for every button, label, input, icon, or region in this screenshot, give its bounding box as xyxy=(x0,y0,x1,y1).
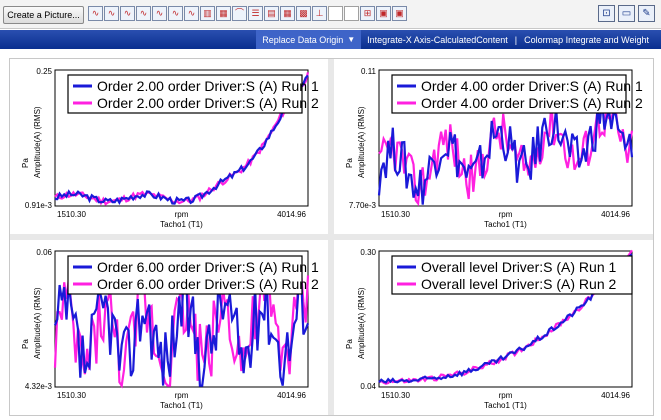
y-axis-min-label: 0.91e-3 xyxy=(25,201,53,210)
y-axis-unit-label: Pa xyxy=(21,339,30,349)
y-axis-min-label: 0.04 xyxy=(360,382,376,391)
edit-icon[interactable]: ✎ xyxy=(638,5,655,22)
y-axis-min-label: 7.70e-3 xyxy=(349,201,377,210)
blank-icon[interactable] xyxy=(344,6,359,21)
y-axis-unit-label: Pa xyxy=(345,339,354,349)
chart-icon[interactable]: ∿ xyxy=(136,6,151,21)
plot-frame xyxy=(54,69,309,207)
legend-entry-run-1: Order 2.00 order Driver:S (A) Run 1 xyxy=(97,78,319,94)
chart-svg: 0.30 0.04 Pa Amplitude(A) (RMS) 1510.30 4014.… xyxy=(345,248,633,410)
chart-svg: 0.25 0.91e-3 Pa Amplitude(A) (RMS) 1510.30 40… xyxy=(21,67,319,229)
series-line-run-1 xyxy=(377,98,634,205)
panel-icon[interactable]: ⊡ xyxy=(598,5,615,22)
grid-icon[interactable]: ▩ xyxy=(296,6,311,21)
y-axis-max-label: 0.11 xyxy=(361,67,377,76)
tab-separator: | xyxy=(514,34,518,45)
picture-icon[interactable]: ▣ xyxy=(392,6,407,21)
y-axis-max-label: 0.25 xyxy=(36,67,52,76)
y-axis-name-label: Amplitude(A) (RMS) xyxy=(357,106,366,178)
tab-label: Integrate-X Axis-CalculatedContent xyxy=(367,34,508,45)
x-axis-min-label: 1510.30 xyxy=(381,391,410,400)
legend-entry-run-1: Order 6.00 order Driver:S (A) Run 1 xyxy=(97,259,319,275)
chevron-down-icon: ▼ xyxy=(347,35,356,44)
legend-entry-run-1: Order 4.00 order Driver:S (A) Run 1 xyxy=(421,78,643,94)
x-axis-max-label: 4014.96 xyxy=(601,210,630,219)
x-axis-unit-label: rpm xyxy=(499,391,513,400)
legend-box xyxy=(391,74,627,114)
legend-entry-run-2: Order 4.00 order Driver:S (A) Run 2 xyxy=(421,95,643,111)
tab-replace-data-origin[interactable]: Replace Data Origin ▼ xyxy=(256,30,362,49)
picture-icon[interactable]: ▣ xyxy=(376,6,391,21)
tab-colormap-integrate[interactable]: Colormap Integrate and Weight xyxy=(518,30,655,49)
x-axis-max-label: 4014.96 xyxy=(601,391,630,400)
chart-icon[interactable]: ∿ xyxy=(168,6,183,21)
x-axis-min-label: 1510.30 xyxy=(57,391,86,400)
x-axis-unit-label: rpm xyxy=(175,210,189,219)
tab-label: Colormap Integrate and Weight xyxy=(524,34,649,45)
x-axis-name-label: Tacho1 (T1) xyxy=(484,401,527,410)
y-axis-name-label: Amplitude(A) (RMS) xyxy=(33,106,42,178)
table-icon[interactable]: ▦ xyxy=(280,6,295,21)
y-axis-min-label: 4.32e-3 xyxy=(25,382,53,391)
list-icon[interactable]: ☰ xyxy=(248,6,263,21)
legend-entry-run-2: Order 6.00 order Driver:S (A) Run 2 xyxy=(97,276,319,292)
tab-integrate-x-axis[interactable]: Integrate-X Axis-CalculatedContent xyxy=(361,30,514,49)
legend-box xyxy=(67,255,303,295)
plot-frame xyxy=(378,69,633,207)
bar-chart-icon[interactable]: ▥ xyxy=(200,6,215,21)
chart-icon[interactable]: ∿ xyxy=(120,6,135,21)
y-axis-name-label: Amplitude(A) (RMS) xyxy=(33,287,42,359)
x-axis-name-label: Tacho1 (T1) xyxy=(160,401,203,410)
tool-icon-strip: ∿ ∿ ∿ ∿ ∿ ∿ ∿ ▥ ▦ ⌒ ☰ ▤ ▦ ▩ ⊥ ⊞ ▣ ▣ xyxy=(88,6,407,21)
legend-box xyxy=(391,255,633,295)
x-axis-min-label: 1510.30 xyxy=(381,210,410,219)
plot-frame xyxy=(378,250,633,388)
series-line-run-1 xyxy=(54,74,309,206)
chart-panel-order-4[interactable]: 0.11 7.70e-3 Pa Amplitude(A) (RMS) 1510.30 40… xyxy=(334,60,652,234)
y-axis-max-label: 0.06 xyxy=(36,248,52,257)
y-axis-unit-label: Pa xyxy=(21,158,30,168)
chart-panel-order-6[interactable]: 0.06 4.32e-3 Pa Amplitude(A) (RMS) 1510.30 40… xyxy=(10,241,328,415)
y-axis-name-label: Amplitude(A) (RMS) xyxy=(357,287,366,359)
tab-label: Replace Data Origin xyxy=(262,34,344,45)
x-axis-name-label: Tacho1 (T1) xyxy=(160,220,203,229)
horizontal-splitter[interactable] xyxy=(10,234,653,240)
x-axis-min-label: 1510.30 xyxy=(57,210,86,219)
chart-icon[interactable]: ∿ xyxy=(184,6,199,21)
x-axis-max-label: 4014.96 xyxy=(277,210,306,219)
axis-icon[interactable]: ⊥ xyxy=(312,6,327,21)
chart-panel-order-2[interactable]: 0.25 0.91e-3 Pa Amplitude(A) (RMS) 1510.30 40… xyxy=(10,60,328,234)
blank-icon[interactable] xyxy=(328,6,343,21)
curve-icon[interactable]: ⌒ xyxy=(232,6,247,21)
chart-svg: 0.11 7.70e-3 Pa Amplitude(A) (RMS) 1510.30 40… xyxy=(345,67,643,229)
document-icon[interactable]: ▭ xyxy=(618,5,635,22)
chart-svg: 0.06 4.32e-3 Pa Amplitude(A) (RMS) 1510.30 40… xyxy=(21,248,319,410)
tab-list: Replace Data Origin ▼ Integrate-X Axis-C… xyxy=(256,30,655,49)
legend-entry-run-2: Overall level Driver:S (A) Run 2 xyxy=(421,276,616,292)
right-icon-strip: ⊡ ▭ ✎ xyxy=(598,5,655,22)
y-axis-max-label: 0.30 xyxy=(360,248,376,257)
tag-icon[interactable]: ▤ xyxy=(264,6,279,21)
chart-icon[interactable]: ∿ xyxy=(104,6,119,21)
toolbar: Create a Picture... ∿ ∿ ∿ ∿ ∿ ∿ ∿ ▥ ▦ ⌒ ☰ ▤ ▦ ▩ ⊥ ⊞ ▣ ▣ ⊡… xyxy=(0,0,661,29)
create-picture-button[interactable]: Create a Picture... xyxy=(3,6,84,24)
x-axis-unit-label: rpm xyxy=(175,391,189,400)
legend-entry-run-2: Order 2.00 order Driver:S (A) Run 2 xyxy=(97,95,319,111)
x-axis-name-label: Tacho1 (T1) xyxy=(484,220,527,229)
zoom-icon[interactable]: ⊞ xyxy=(360,6,375,21)
chart-panel-overall-level[interactable]: 0.30 0.04 Pa Amplitude(A) (RMS) 1510.30 4014.… xyxy=(334,241,652,415)
plot-frame xyxy=(54,250,309,388)
map-icon[interactable]: ▦ xyxy=(216,6,231,21)
x-axis-unit-label: rpm xyxy=(499,210,513,219)
y-axis-unit-label: Pa xyxy=(345,158,354,168)
chart-icon[interactable]: ∿ xyxy=(88,6,103,21)
series-line-run-1 xyxy=(378,253,633,384)
x-axis-max-label: 4014.96 xyxy=(277,391,306,400)
legend-entry-run-1: Overall level Driver:S (A) Run 1 xyxy=(421,259,616,275)
chart-icon[interactable]: ∿ xyxy=(152,6,167,21)
legend-box xyxy=(67,74,303,114)
